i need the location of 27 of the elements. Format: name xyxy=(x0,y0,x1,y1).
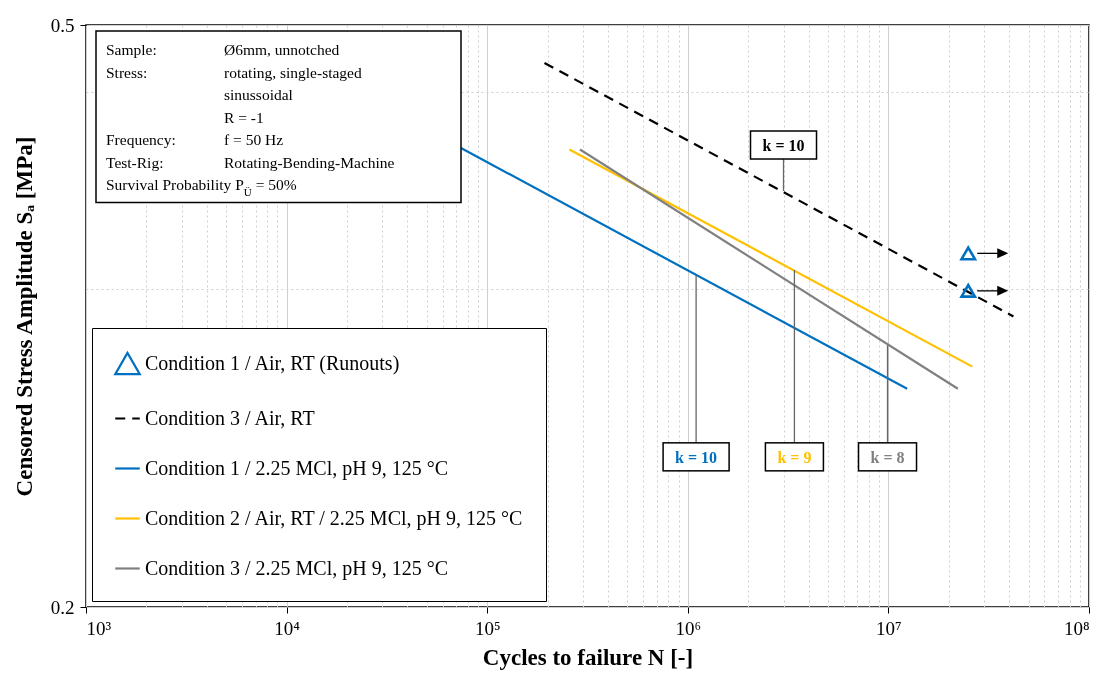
legend-label: Condition 1 / Air, RT (Runouts) xyxy=(145,351,400,375)
annotation: k = 10 xyxy=(762,137,805,155)
x-tick-label: 10⁸ xyxy=(1063,617,1090,639)
legend-label: Condition 3 / Air, RT xyxy=(145,406,315,429)
annotation: sinussoidal xyxy=(224,86,293,103)
x-tick-label: 10⁴ xyxy=(274,617,301,639)
x-tick-label: 10⁵ xyxy=(474,617,501,639)
legend-label: Condition 1 / 2.25 MCl, pH 9, 125 °C xyxy=(145,456,449,480)
y-axis-title: Censored Stress Amplitude Sₐ [MPa] xyxy=(11,136,37,497)
x-axis-title: Cycles to failure N [-] xyxy=(482,644,694,670)
callout: k = 9 xyxy=(764,269,825,472)
x-tick-label: 10⁶ xyxy=(675,617,702,639)
annotation: k = 10 xyxy=(675,448,718,466)
legend-label: Condition 2 / Air, RT / 2.25 MCl, pH 9, 125 °C xyxy=(145,506,523,530)
y-tick-label: 0.2 xyxy=(50,596,75,618)
annotation: k = 9 xyxy=(777,448,812,466)
callout: k = 10 xyxy=(749,130,818,192)
annotation: k = 8 xyxy=(870,448,905,466)
annotation: Survival Probability P$_{Ü}$ = 50% xyxy=(106,176,297,198)
info-box: Sample: Ø6mm, unnotched Stress: rotating, single-staged sinussoidal R = -1 Frequency: f = 50 Hz Test-Rig: Rotating-Bending-Machine Survival Probability P$_{Ü}$ = 50% xyxy=(95,30,462,204)
y-tick-label: 0.5 xyxy=(50,14,75,36)
x-tick-label: 10³ xyxy=(86,617,112,639)
callout: k = 10 xyxy=(662,274,730,472)
annotation: R = -1 xyxy=(224,108,264,126)
callout: k = 8 xyxy=(857,344,918,472)
x-tick-label: 10⁷ xyxy=(876,617,902,639)
legend-label: Condition 3 / 2.25 MCl, pH 9, 125 °C xyxy=(145,556,449,580)
